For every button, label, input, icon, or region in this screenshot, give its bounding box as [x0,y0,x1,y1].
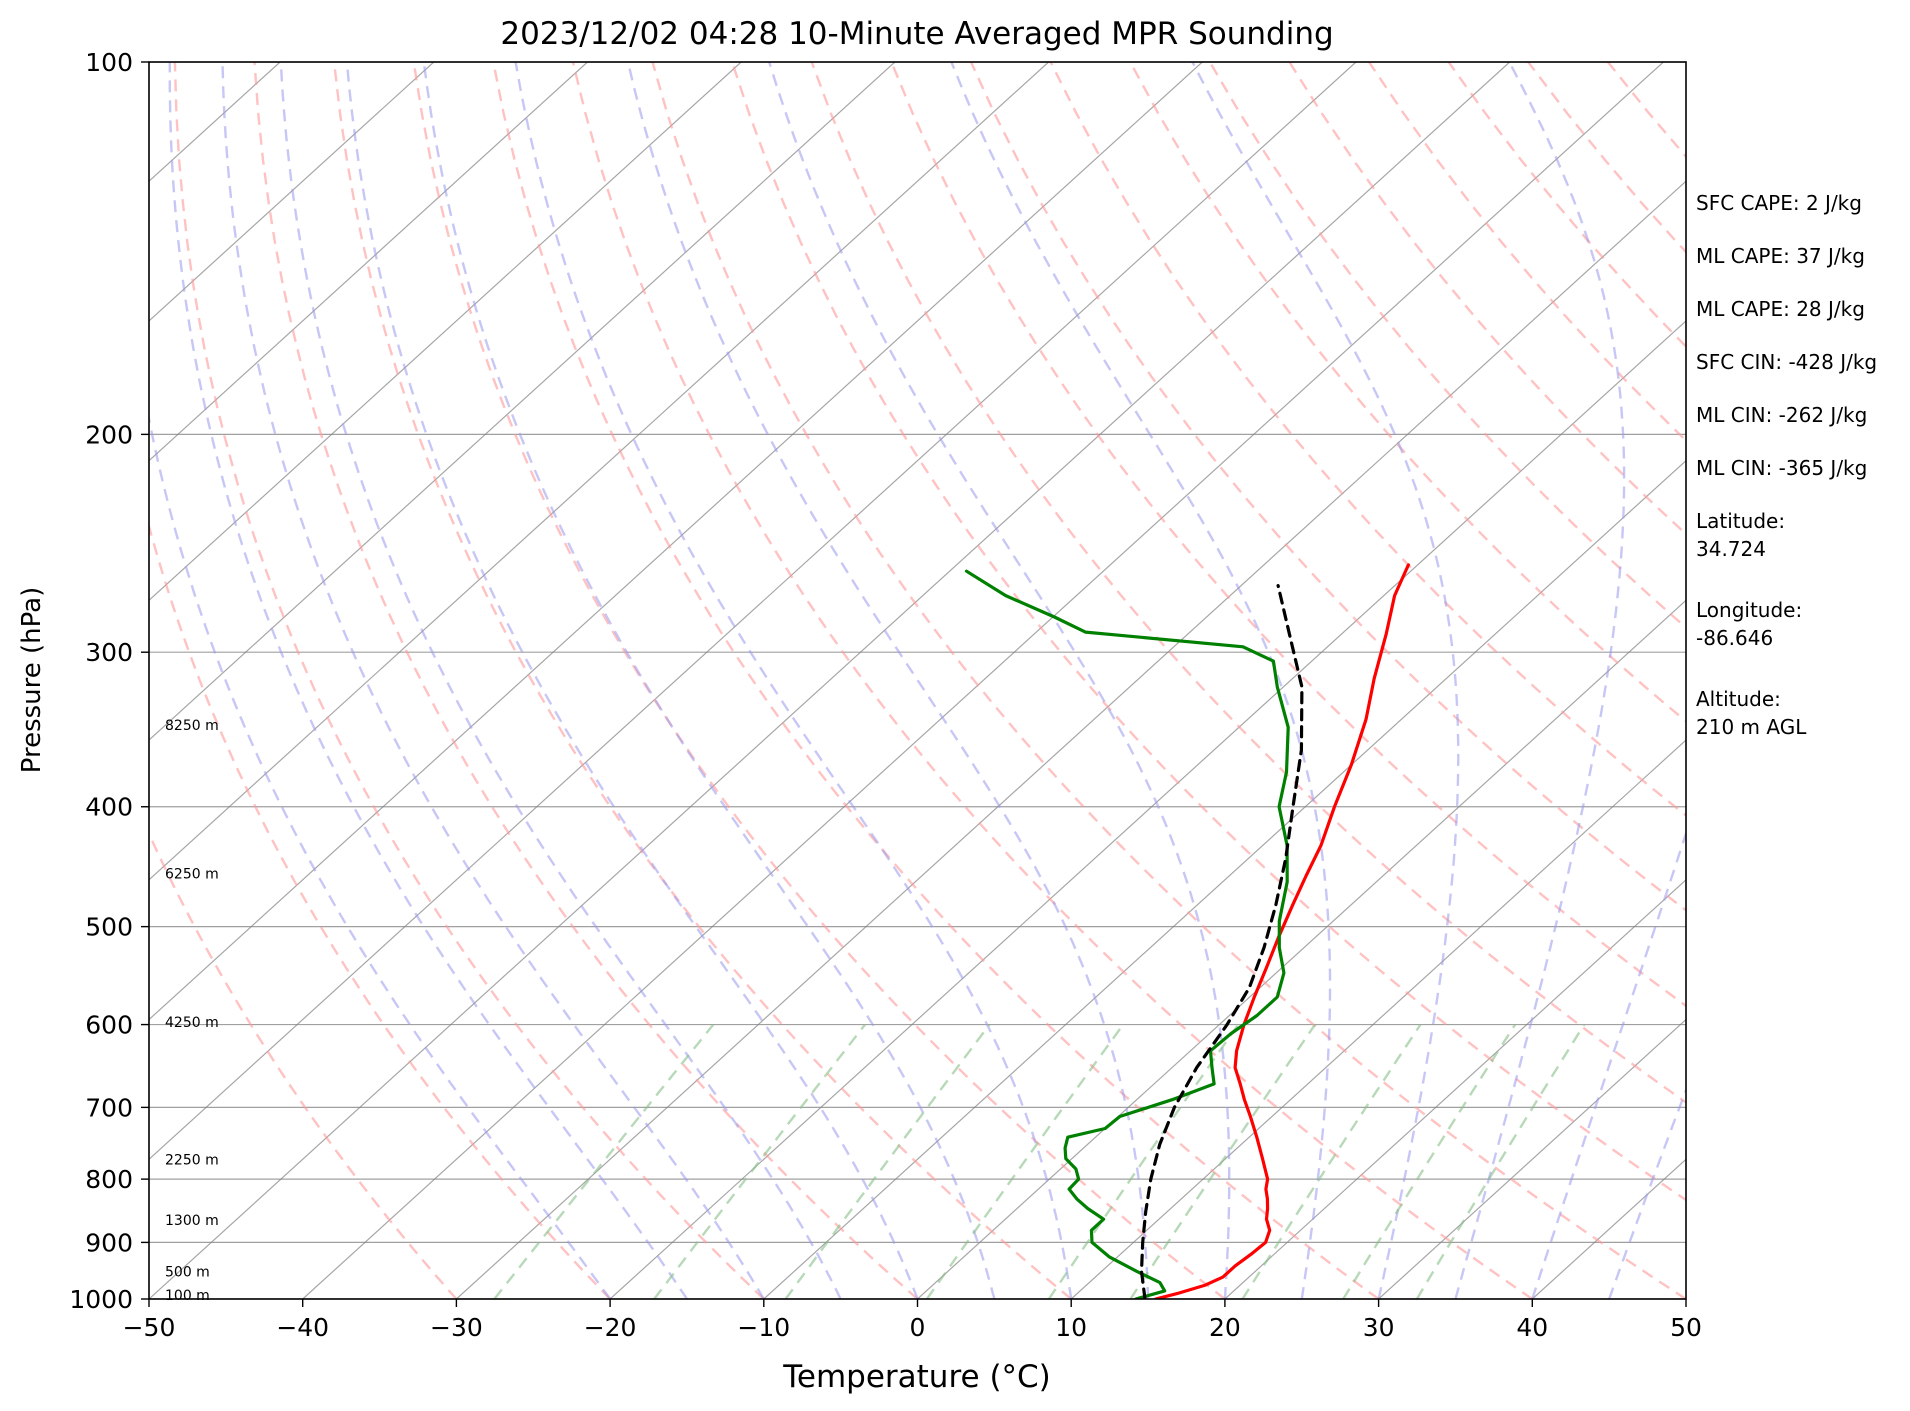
annotation-text: 34.724 [1696,537,1766,561]
y-axis-label: Pressure (hPa) [17,587,47,774]
y-tick-label: 600 [85,1011,133,1040]
x-tick-label: 20 [1209,1313,1241,1342]
annotation-text: Longitude: [1696,598,1802,622]
annotation-text: ML CIN: -262 J/kg [1696,403,1867,427]
x-tick-label: 30 [1363,1313,1395,1342]
annotation-text: Altitude: [1696,687,1781,711]
x-tick-label: −40 [276,1313,329,1342]
height-label: 6250 m [165,866,219,882]
x-tick-label: 0 [910,1313,926,1342]
height-label: 500 m [165,1264,210,1280]
x-tick-label: −50 [123,1313,176,1342]
annotation-text: 210 m AGL [1696,715,1807,739]
height-label: 4250 m [165,1015,219,1031]
annotation-text: Latitude: [1696,509,1785,533]
y-tick-label: 200 [85,420,133,449]
x-tick-label: 10 [1055,1313,1087,1342]
annotation-text: SFC CIN: -428 J/kg [1696,350,1877,374]
y-tick-label: 300 [85,638,133,667]
x-tick-label: −20 [584,1313,637,1342]
annotation-text: ML CAPE: 28 J/kg [1696,297,1865,321]
x-tick-label: 50 [1670,1313,1702,1342]
y-tick-label: 100 [85,48,133,77]
annotation-text: -86.646 [1696,626,1773,650]
y-tick-label: 1000 [69,1285,133,1314]
y-tick-label: 800 [85,1165,133,1194]
y-tick-label: 700 [85,1093,133,1122]
annotation-text: SFC CAPE: 2 J/kg [1696,191,1862,215]
annotation-text: ML CAPE: 37 J/kg [1696,244,1865,268]
annotation-text: ML CIN: -365 J/kg [1696,456,1867,480]
height-label: 8250 m [165,718,219,734]
y-tick-label: 900 [85,1228,133,1257]
height-label: 1300 m [165,1213,219,1229]
height-label: 100 m [165,1288,210,1304]
y-tick-label: 400 [85,793,133,822]
x-tick-label: 40 [1516,1313,1548,1342]
height-label: 2250 m [165,1153,219,1169]
chart-title: 2023/12/02 04:28 10-Minute Averaged MPR … [500,16,1333,52]
y-tick-label: 500 [85,913,133,942]
x-tick-label: −10 [737,1313,790,1342]
x-tick-label: −30 [430,1313,483,1342]
x-axis-label: Temperature (°C) [782,1359,1051,1395]
